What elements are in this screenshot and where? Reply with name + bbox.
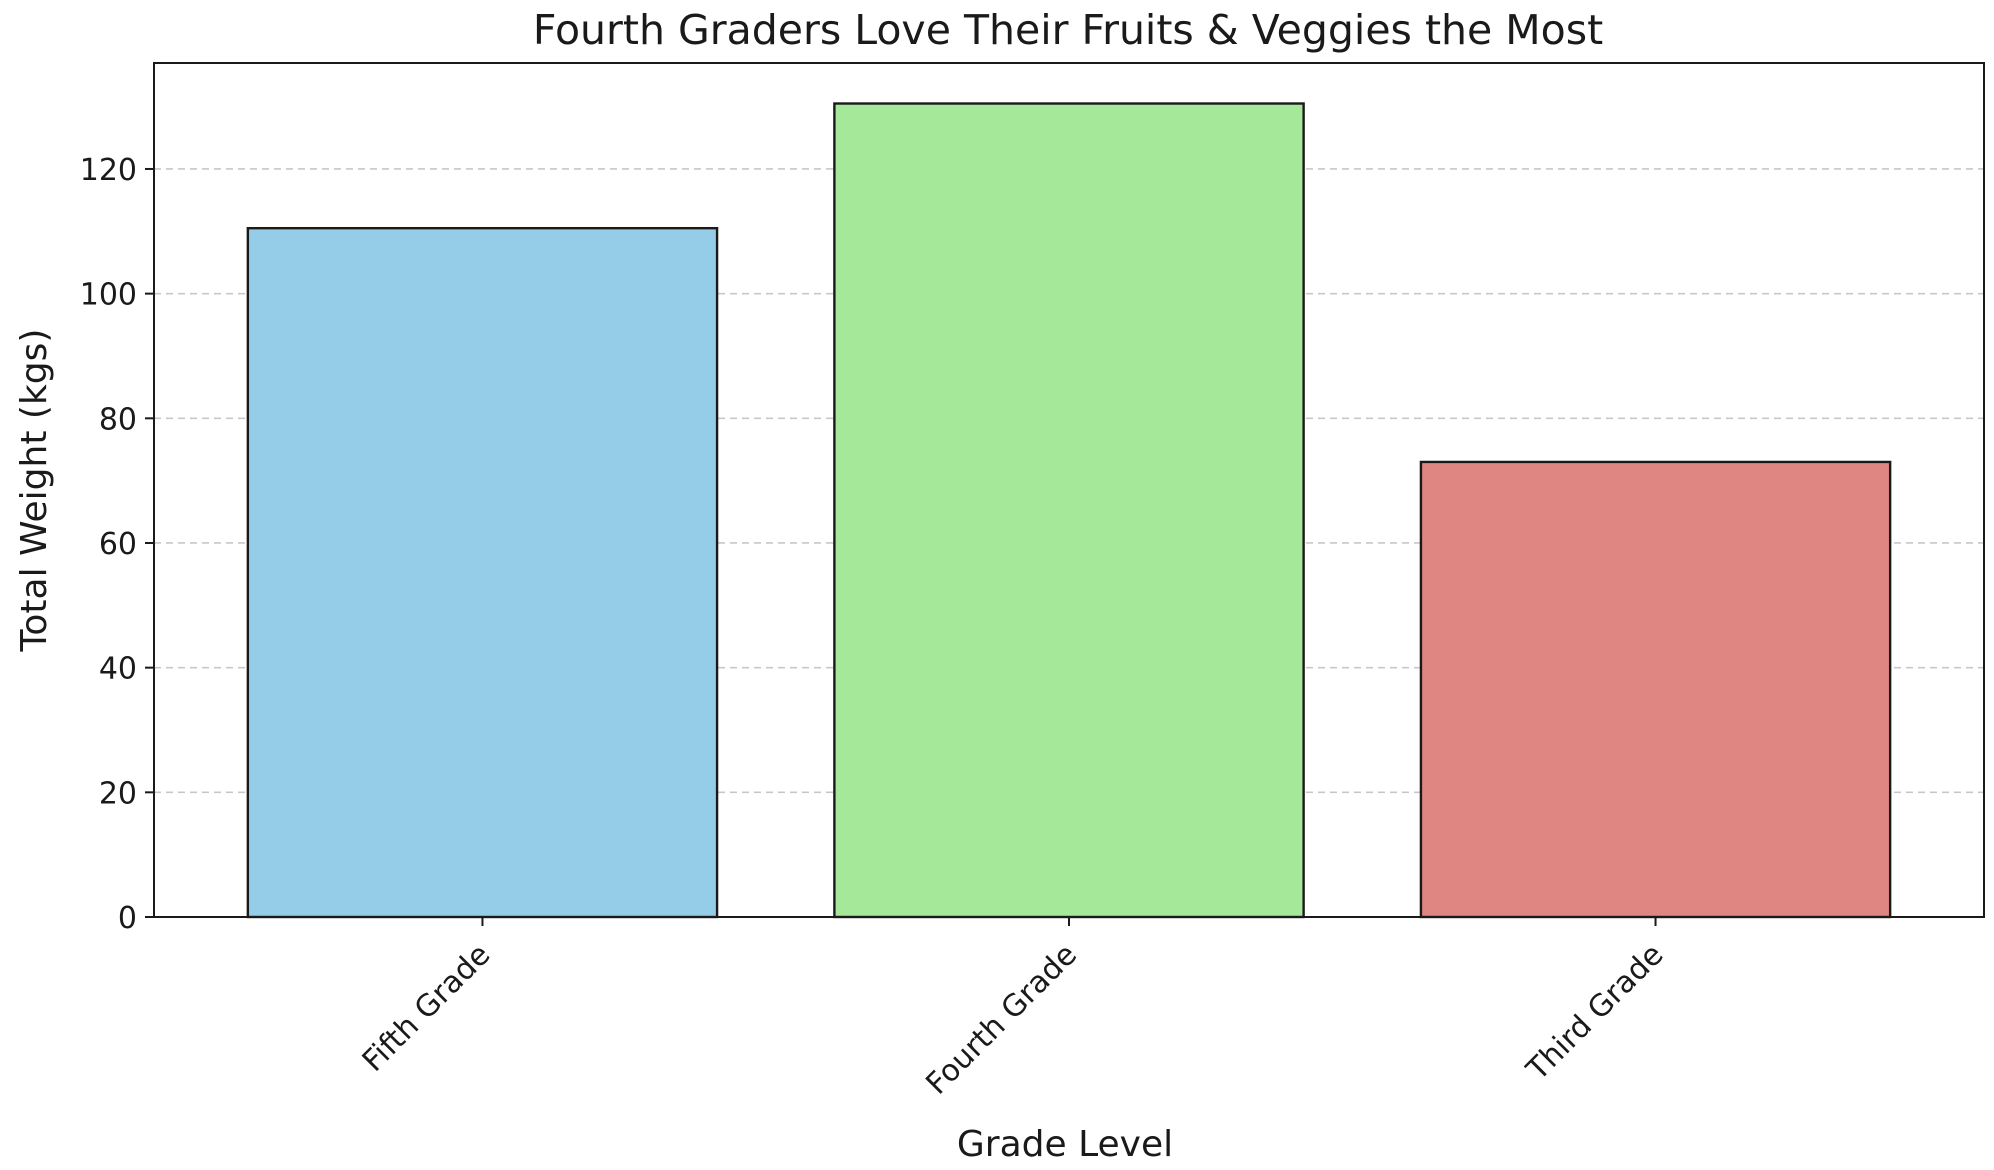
y-tick-label-100: 100 — [80, 278, 137, 313]
y-tick-label-120: 120 — [80, 153, 137, 188]
y-axis-label: Total Weight (kgs) — [14, 329, 55, 653]
x-tick-label-fourth-grade: Fourth Grade — [919, 937, 1084, 1102]
y-tick-label-80: 80 — [99, 402, 137, 437]
bar-third-grade — [1419, 460, 1892, 919]
y-tick-label-0: 0 — [118, 901, 137, 936]
x-axis-label: Grade Level — [957, 1124, 1173, 1165]
bar-fourth-grade — [833, 102, 1305, 919]
bar-fifth-grade — [246, 226, 719, 919]
y-tick-label-20: 20 — [99, 776, 137, 811]
y-tick-label-60: 60 — [99, 527, 137, 562]
chart-title: Fourth Graders Love Their Fruits & Veggi… — [533, 6, 1603, 54]
y-axis-ticks: 0 20 40 60 80 100 120 — [80, 153, 154, 936]
x-axis-ticks: Fifth Grade Fourth Grade Third Grade — [356, 917, 1670, 1102]
x-tick-label-third-grade: Third Grade — [1519, 937, 1670, 1088]
x-tick-label-fifth-grade: Fifth Grade — [356, 937, 498, 1079]
y-tick-label-40: 40 — [99, 652, 137, 687]
bars — [246, 102, 1892, 919]
